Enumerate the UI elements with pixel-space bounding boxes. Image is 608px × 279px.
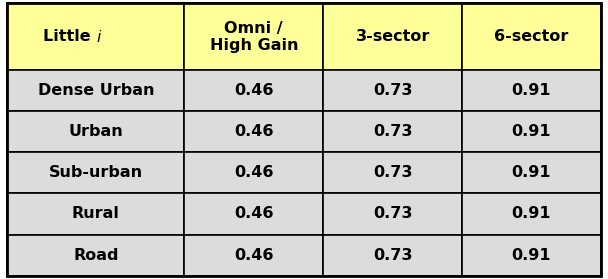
Bar [184, 193, 323, 235]
Text: 6-sector: 6-sector [494, 29, 568, 44]
Text: 0.73: 0.73 [373, 83, 412, 98]
Text: 0.73: 0.73 [373, 247, 412, 263]
Bar [184, 235, 323, 276]
Bar [7, 235, 184, 276]
Bar [323, 111, 462, 152]
Text: 3-sector: 3-sector [356, 29, 430, 44]
Bar [7, 3, 184, 70]
Text: 0.91: 0.91 [511, 124, 551, 139]
Text: 0.73: 0.73 [373, 165, 412, 180]
Text: 0.91: 0.91 [511, 83, 551, 98]
Text: Omni /
High Gain: Omni / High Gain [210, 20, 298, 53]
Bar [323, 193, 462, 235]
Bar [462, 70, 601, 111]
Bar [7, 70, 184, 111]
Bar [7, 111, 184, 152]
Bar [462, 3, 601, 70]
Bar [462, 193, 601, 235]
Text: 0.73: 0.73 [373, 206, 412, 222]
Text: Urban: Urban [69, 124, 123, 139]
Text: 0.46: 0.46 [234, 83, 274, 98]
Text: $i$: $i$ [96, 29, 102, 45]
Bar [462, 152, 601, 193]
Bar [323, 235, 462, 276]
Bar [323, 152, 462, 193]
Text: 0.46: 0.46 [234, 165, 274, 180]
Bar [462, 111, 601, 152]
Text: 0.91: 0.91 [511, 165, 551, 180]
Text: Road: Road [73, 247, 119, 263]
Text: 0.91: 0.91 [511, 247, 551, 263]
Text: Rural: Rural [72, 206, 120, 222]
Bar [323, 70, 462, 111]
Bar [323, 3, 462, 70]
Text: 0.46: 0.46 [234, 247, 274, 263]
Bar [184, 111, 323, 152]
Text: 0.73: 0.73 [373, 124, 412, 139]
Bar [184, 3, 323, 70]
Bar [184, 70, 323, 111]
Text: Dense Urban: Dense Urban [38, 83, 154, 98]
Text: 0.46: 0.46 [234, 206, 274, 222]
Bar [7, 193, 184, 235]
Text: Little: Little [43, 29, 96, 44]
Text: 0.46: 0.46 [234, 124, 274, 139]
Bar [462, 235, 601, 276]
Text: 0.91: 0.91 [511, 206, 551, 222]
Bar [7, 152, 184, 193]
Bar [184, 152, 323, 193]
Text: Sub-urban: Sub-urban [49, 165, 143, 180]
